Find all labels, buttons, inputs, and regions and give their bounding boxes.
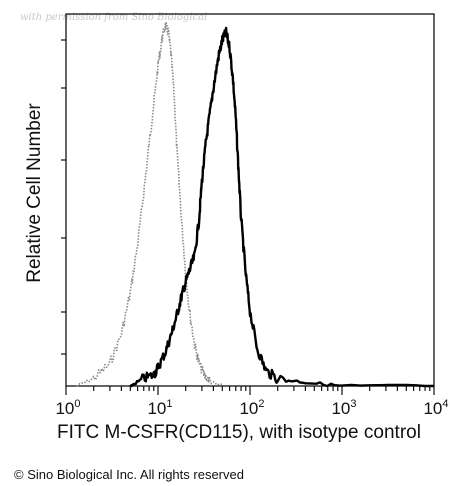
- x-axis-tick-labels: 100 101 102 103 104: [55, 398, 448, 418]
- x-axis-ticks: [61, 39, 435, 395]
- x-tick-label: 102: [239, 398, 264, 418]
- plot-border: [65, 13, 435, 387]
- x-tick-label: 100: [55, 398, 80, 418]
- x-tick-label: 103: [331, 398, 356, 418]
- y-axis-label: Relative Cell Number: [24, 103, 45, 283]
- watermark-text: with permission from Sino Biological: [20, 12, 207, 23]
- sample-histogram: [129, 26, 434, 388]
- x-tick-label: 101: [147, 398, 172, 418]
- isotype-control-histogram: [76, 21, 223, 387]
- x-axis-label: FITC M-CSFR(CD115), with isotype control: [57, 422, 421, 443]
- plot-frame: [65, 13, 435, 387]
- copyright-text: © Sino Biological Inc. All rights reserv…: [14, 467, 244, 482]
- x-tick-label: 104: [423, 398, 448, 418]
- series-layer: [76, 21, 434, 388]
